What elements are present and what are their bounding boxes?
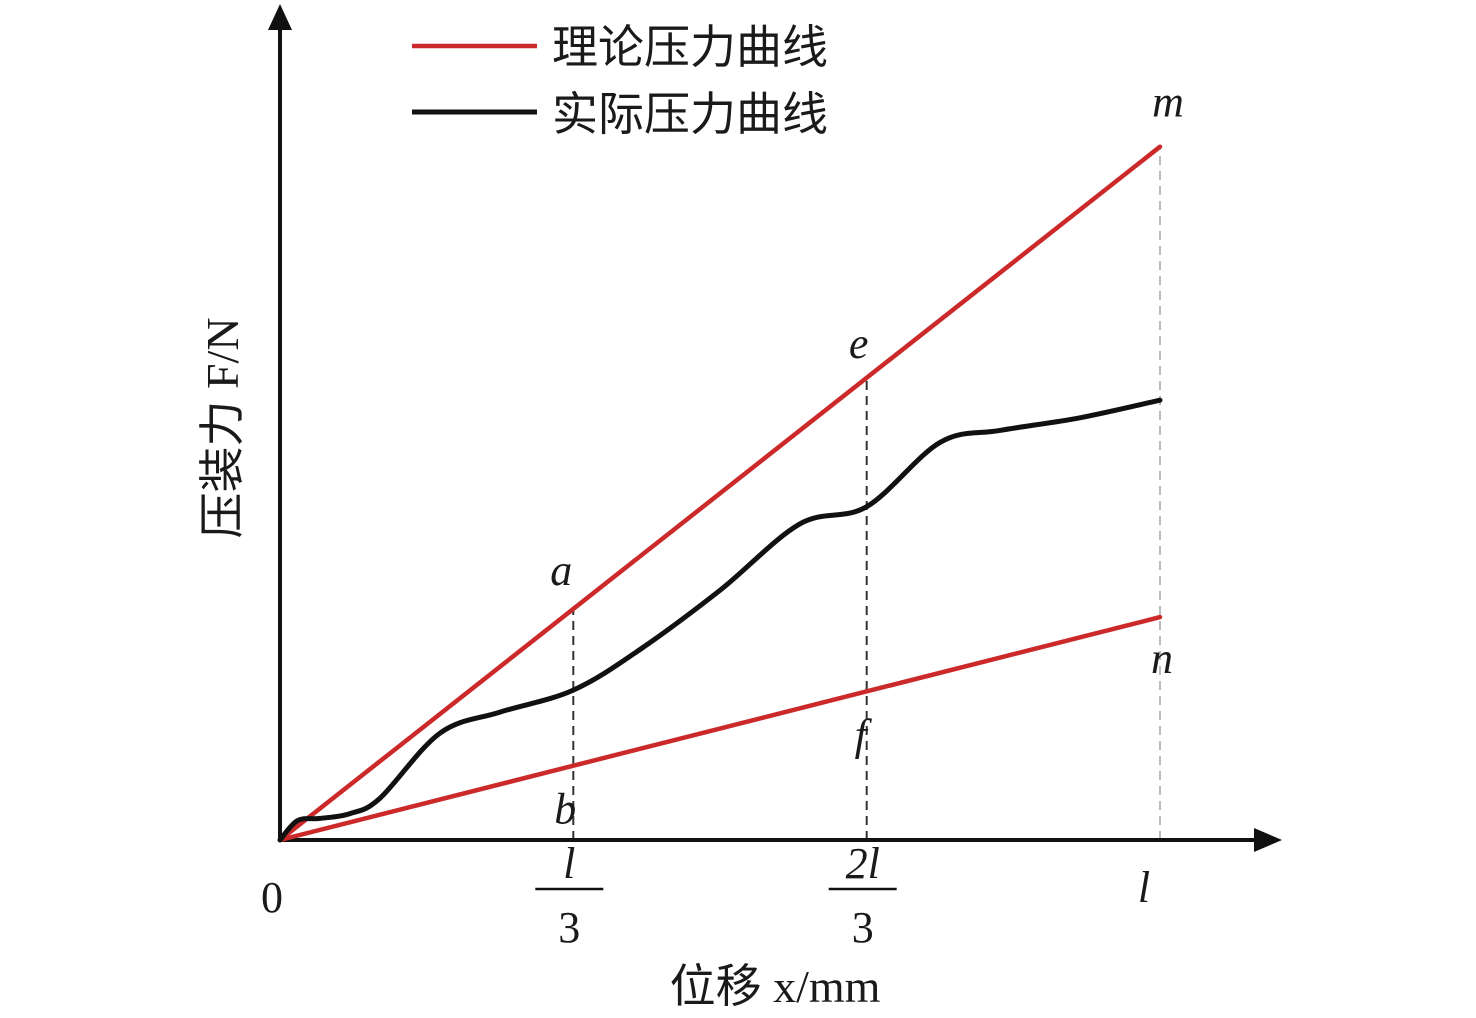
- x-tick-denominator-2: 3: [852, 903, 874, 952]
- legend-label-actual: 实际压力曲线: [552, 89, 828, 140]
- point-label-a: a: [550, 546, 572, 595]
- x-tick-numerator-1: l: [563, 839, 575, 888]
- point-label-e: e: [849, 319, 869, 368]
- x-axis-title: 位移 x/mm: [670, 961, 881, 1012]
- y-axis-arrow: [268, 4, 292, 30]
- x-tick-labels: l 3 2l 3 l: [535, 839, 1150, 952]
- series-line-3: [277, 397, 1163, 843]
- origin-label: 0: [261, 873, 283, 922]
- x-tick-numerator-2: 2l: [846, 839, 880, 888]
- x-tick-denominator-1: 3: [558, 903, 580, 952]
- legend: 理论压力曲线 实际压力曲线: [412, 22, 828, 140]
- point-label-n: n: [1151, 634, 1173, 683]
- legend-label-theory: 理论压力曲线: [552, 22, 828, 73]
- y-axis-title: 压装力 F/N: [197, 317, 248, 538]
- point-label-f: f: [855, 710, 873, 759]
- point-labels: m n a b e f: [550, 78, 1184, 834]
- series-line-1: [277, 144, 1163, 843]
- series-lines: [277, 144, 1163, 843]
- series-line-2: [277, 614, 1163, 843]
- axes: [268, 4, 1282, 852]
- x-tick-label-3: l: [1138, 863, 1150, 912]
- point-label-m: m: [1152, 78, 1184, 127]
- point-label-b: b: [554, 785, 576, 834]
- dashed-guide-lines: [572, 146, 1161, 840]
- x-axis-arrow: [1254, 828, 1282, 852]
